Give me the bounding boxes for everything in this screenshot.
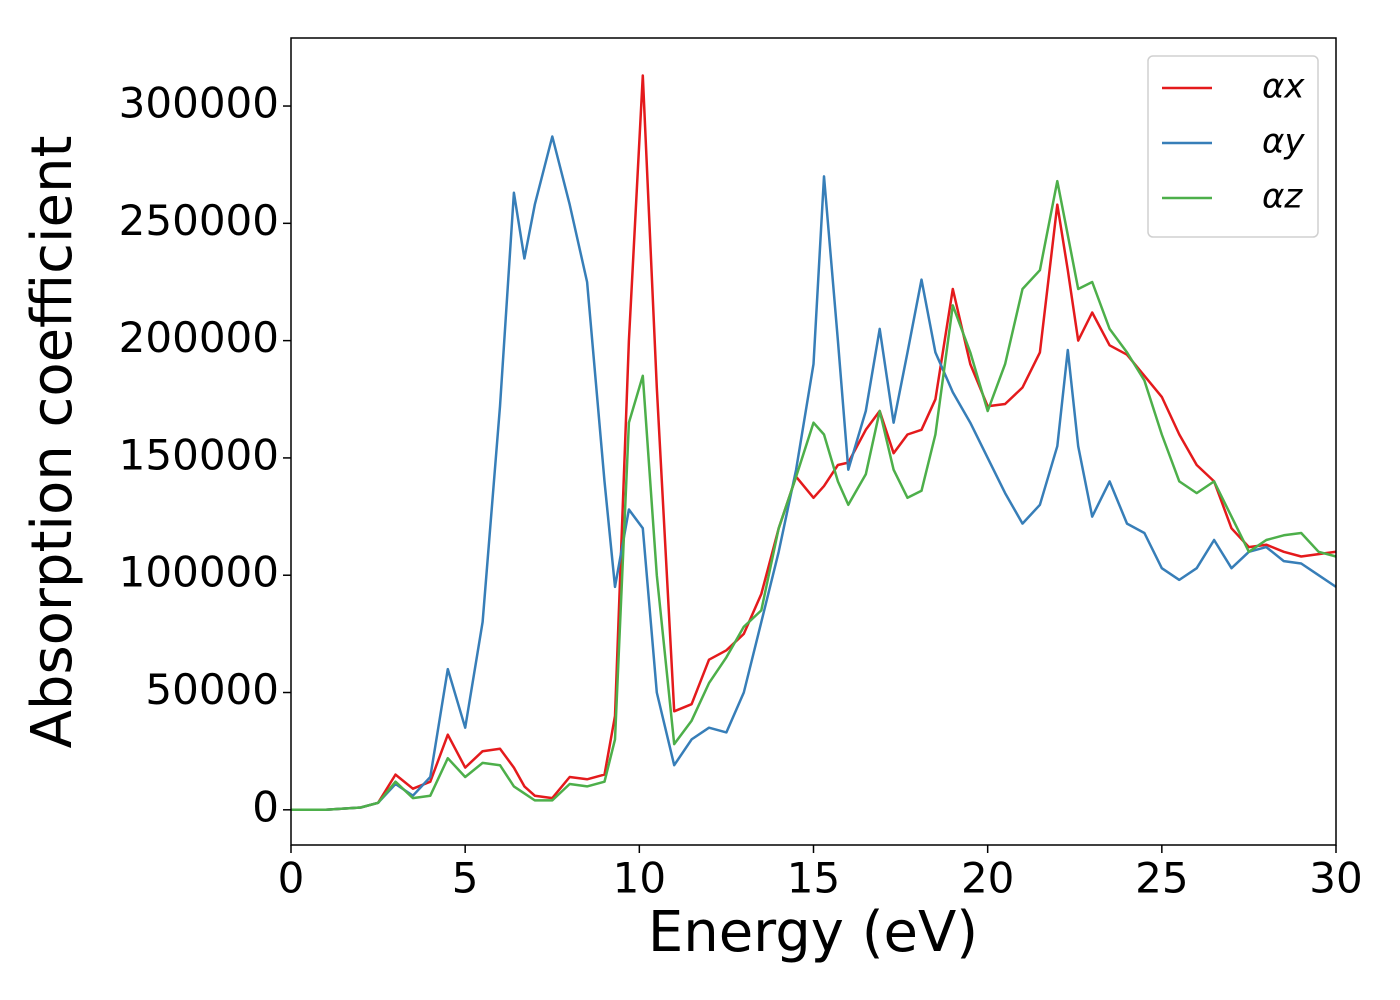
legend-box xyxy=(1147,55,1319,238)
x-tick-label: 20 xyxy=(961,854,1014,903)
legend-label: αy xyxy=(1262,122,1305,162)
x-tick-label: 25 xyxy=(1135,854,1188,903)
y-tick-label: 0 xyxy=(252,782,279,831)
y-tick-label: 300000 xyxy=(119,79,279,128)
y-axis-label: Absorption coefficient xyxy=(20,136,85,749)
x-tick-label: 10 xyxy=(613,854,666,903)
x-tick-label: 30 xyxy=(1309,854,1362,903)
y-tick-label: 150000 xyxy=(119,430,279,479)
plot-frame xyxy=(290,37,1337,846)
y-tick-label: 250000 xyxy=(119,196,279,245)
legend-label: αz xyxy=(1262,177,1303,217)
x-tick-label: 0 xyxy=(278,854,305,903)
series-line xyxy=(291,74,1337,812)
legend-label: αx xyxy=(1262,67,1305,107)
y-tick-label: 50000 xyxy=(145,665,279,714)
series-line xyxy=(291,135,1337,812)
series-line xyxy=(291,179,1337,812)
x-tick-label: 5 xyxy=(452,854,479,903)
y-tick-label: 200000 xyxy=(119,313,279,362)
x-tick-label: 15 xyxy=(787,854,840,903)
y-tick-label: 100000 xyxy=(119,548,279,597)
x-axis-label: Energy (eV) xyxy=(648,900,978,965)
